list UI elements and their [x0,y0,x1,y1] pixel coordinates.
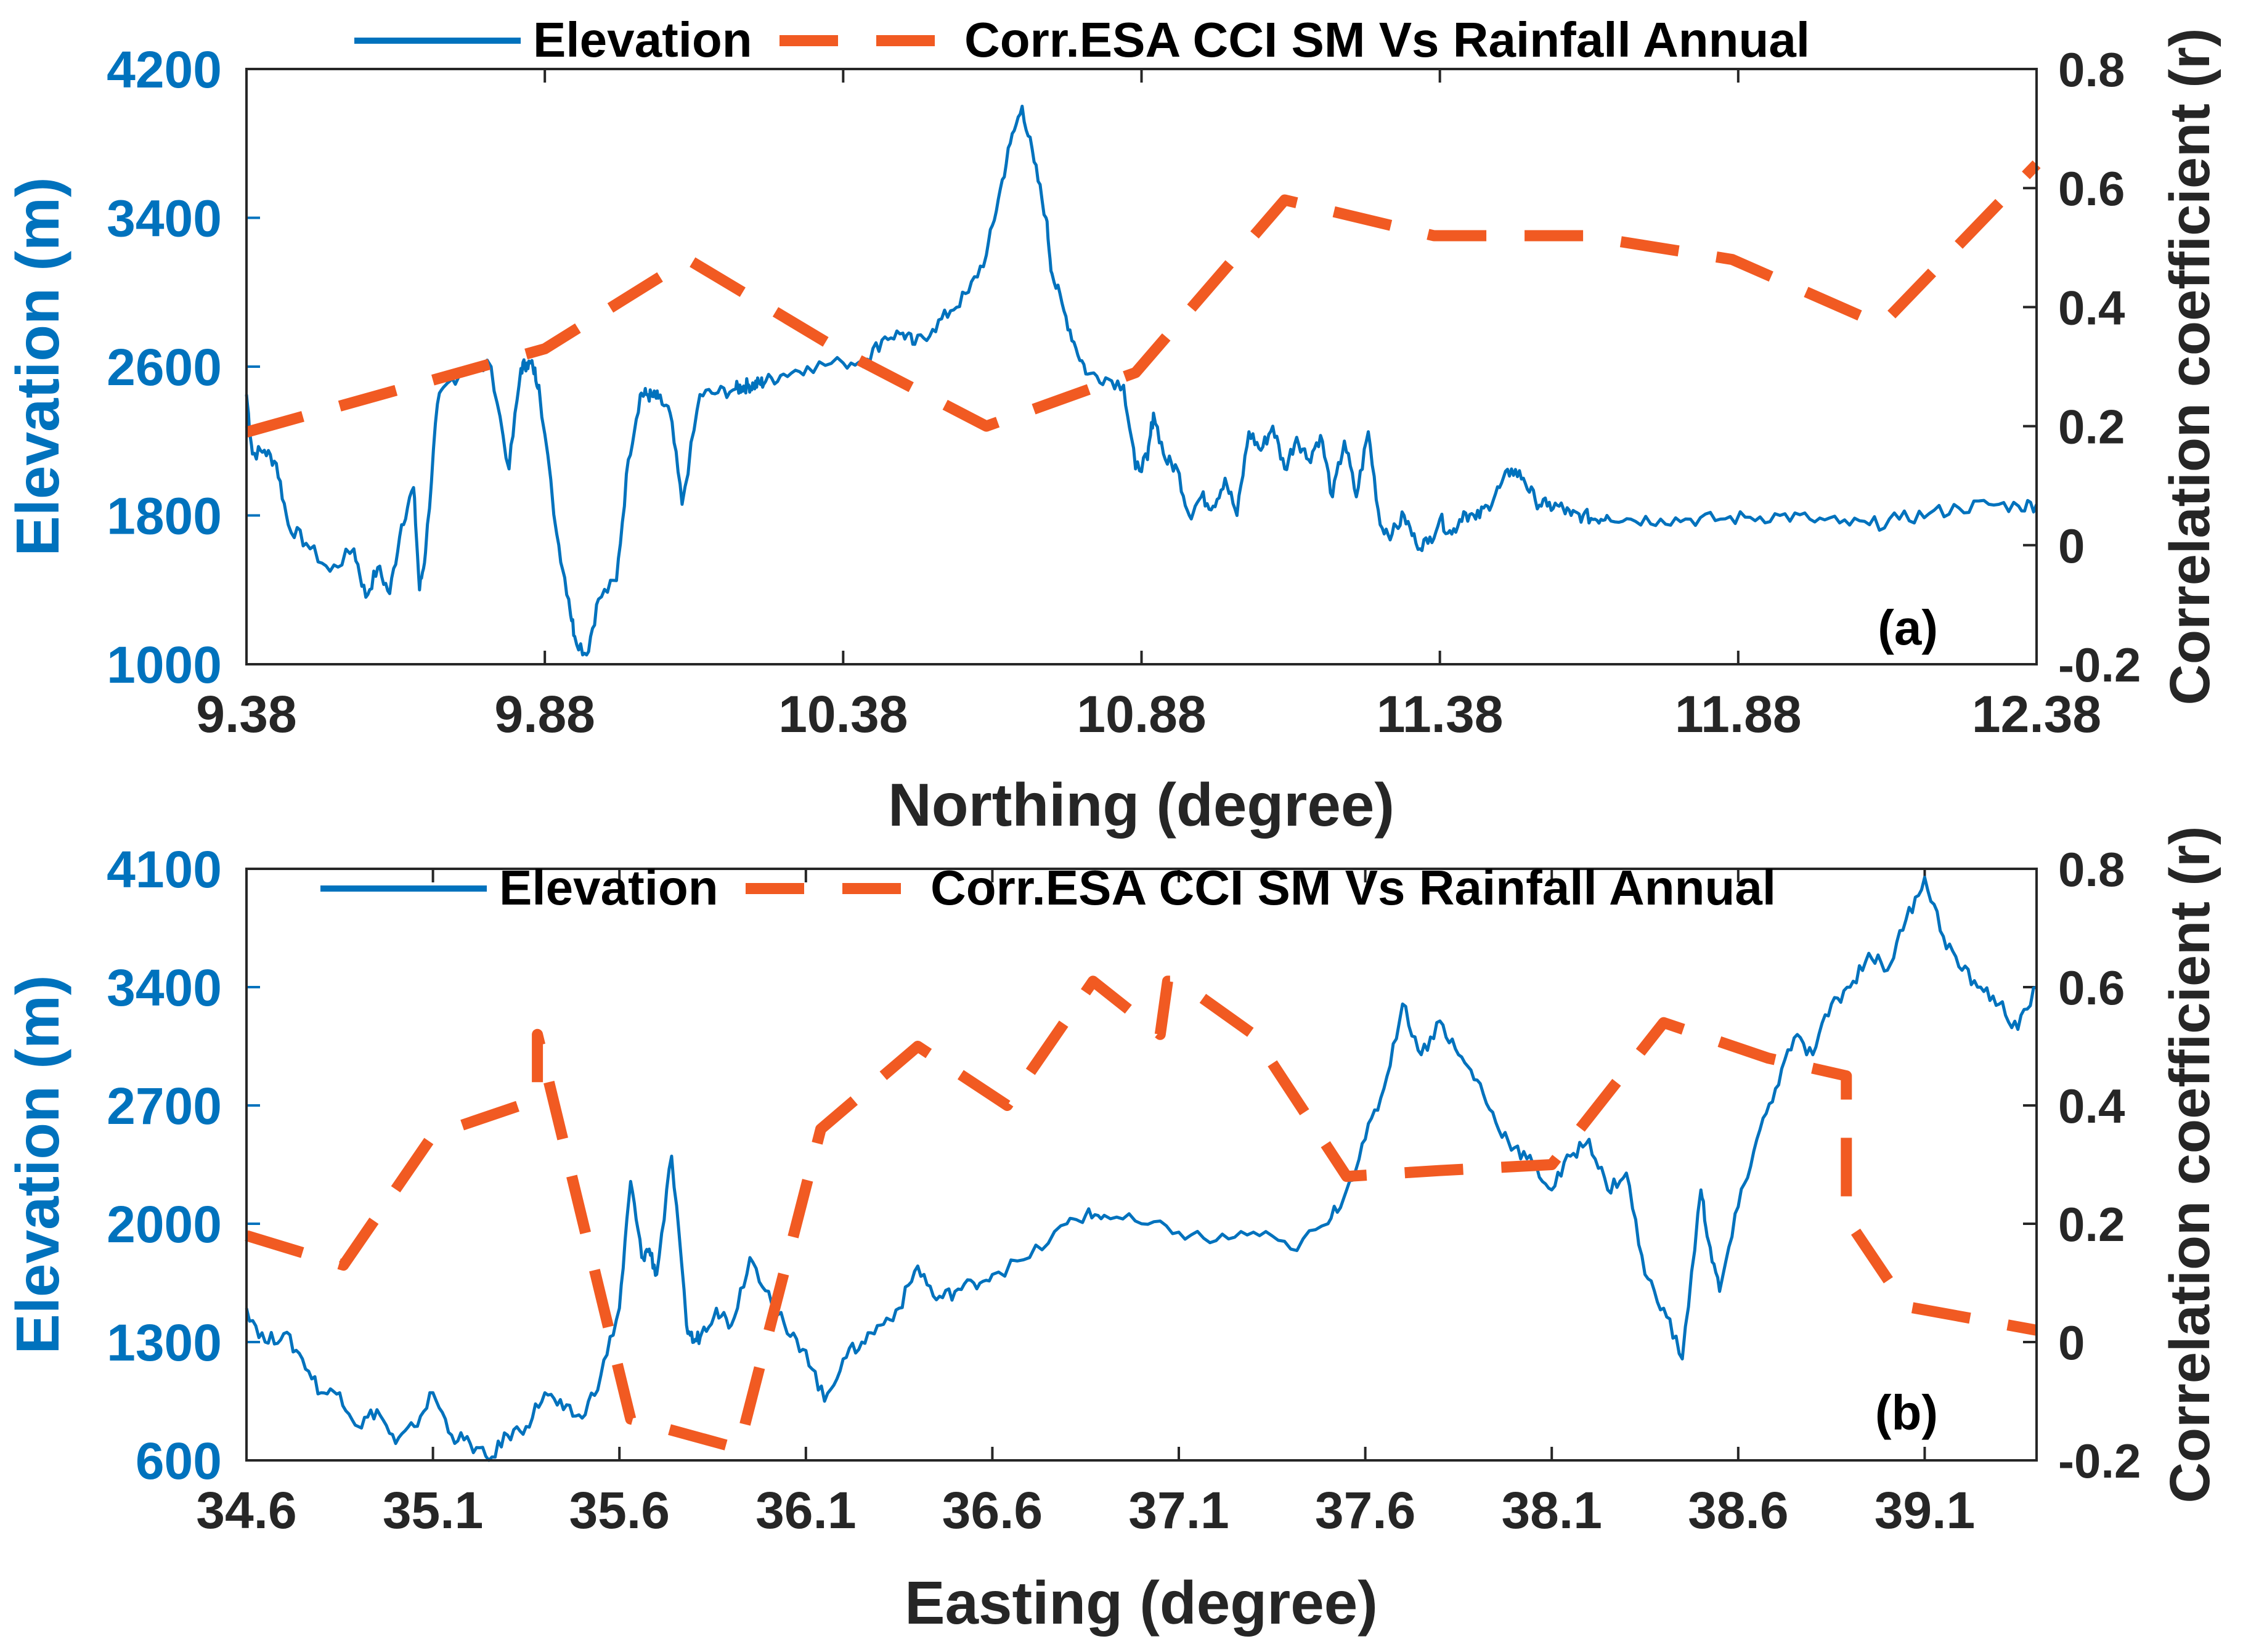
panel-b-frame [245,868,2038,1462]
panel-b-y2-tick-label: -0.2 [2058,1434,2141,1488]
panel-b-x-tick-label: 36.1 [755,1481,857,1539]
panel-a-y-tick-label: 1000 [107,636,222,694]
panel-b-y2-tick-label: 0.8 [2058,842,2125,897]
panel-b-y-tick-label: 3400 [107,959,222,1017]
panel-a-x-tick-label: 11.38 [1377,685,1504,743]
panel-b-x-tick-label: 35.1 [383,1481,484,1539]
panel-a-legend-correlation-label: Corr.ESA CCI SM Vs Rainfall Annual [964,12,1810,67]
panel-b-x-tick-label: 39.1 [1875,1481,1976,1539]
panel-a-y2-tick-label: 0.6 [2058,161,2125,216]
panel-a-axes: 9.38 9.88 10.38 10.88 11.38 11.88 12.38 1000 180… [107,41,2141,743]
panel-b-axes: 34.6 35.1 35.6 36.1 36.6 37.1 37.6 38.1 38.6 39.1… [107,840,2141,1539]
panel-b-y-tick-label: 1300 [107,1314,222,1372]
panel-b-y2-tick-label: 0.4 [2058,1079,2125,1133]
panel-b-y-tick-label: 2700 [107,1077,222,1135]
panel-b-chart: 34.6 35.1 35.6 36.1 36.6 37.1 37.6 38.1 38.6 39.1… [4,826,2221,1637]
panel-b-y-axis-title: Elevation (m) [4,975,71,1354]
panel-b-x-tick-label: 38.6 [1688,1481,1789,1539]
panel-b-y-tick-label: 600 [136,1432,222,1490]
panel-b-y-tick-label: 2000 [107,1195,222,1253]
panel-a-y-tick-label: 1800 [107,487,222,545]
panel-a-legend: Elevation Corr.ESA CCI SM Vs Rainfall An… [354,12,1810,67]
panel-a-elevation-line [245,104,2038,657]
panel-a-y-tick-label: 3400 [107,190,222,248]
panel-a-y2-tick-label: 0.2 [2058,400,2125,454]
panel-b-x-tick-label: 38.1 [1501,1481,1602,1539]
panel-b-x-tick-label: 35.6 [569,1481,670,1539]
panel-a-x-tick-label: 9.88 [494,685,595,743]
panel-b-elevation-line [245,876,2037,1462]
panel-b-x-tick-label: 37.1 [1128,1481,1229,1539]
panel-a-x-tick-label: 10.38 [778,685,908,743]
panel-b-legend-correlation-label: Corr.ESA CCI SM Vs Rainfall Annual [930,860,1776,915]
panel-b-legend: Elevation Corr.ESA CCI SM Vs Rainfall An… [320,860,1776,915]
panel-b-legend-elevation-label: Elevation [499,860,718,915]
panel-a-x-tick-label: 12.38 [1972,685,2101,743]
panel-a-y-tick-label: 2600 [107,338,222,396]
panel-a-x-tick-label: 9.38 [196,685,297,743]
panel-a-y2-tick-label: 0.8 [2058,43,2125,97]
panel-a-correlation-line [245,160,2041,437]
panel-a-frame [245,68,2038,665]
panel-b-correlation-line [245,975,2038,1454]
panel-b-x-axis-title: Easting (degree) [905,1569,1378,1637]
panel-a-y2-tick-label: 0.4 [2058,280,2125,335]
panel-a-x-axis-title: Northing (degree) [888,771,1394,839]
panel-b-x-tick-label: 36.6 [942,1481,1043,1539]
panel-a-y2-axis-title: Correlation coefficient (r) [2159,28,2221,705]
panel-a-x-tick-label: 11.88 [1675,685,1802,743]
panel-b-y2-tick-label: 0.6 [2058,961,2125,1015]
panel-b-x-tick-label: 37.6 [1315,1481,1416,1539]
panel-b-y2-tick-label: 0.2 [2058,1197,2125,1251]
panel-a-y2-tick-label: -0.2 [2058,638,2141,692]
panel-b-y-tick-label: 4100 [107,840,222,898]
panel-a-legend-elevation-label: Elevation [533,12,752,67]
panel-b-label: (b) [1875,1385,1938,1440]
panel-a-chart: 9.38 9.88 10.38 10.88 11.38 11.88 12.38 1000 180… [4,12,2221,839]
panel-a-x-tick-label: 10.88 [1077,685,1206,743]
panel-b-y2-axis-title: Correlation coefficient (r) [2159,826,2221,1503]
panel-a-y-axis-title: Elevation (m) [4,177,71,556]
panel-b-y2-tick-label: 0 [2058,1316,2085,1370]
panel-a-y2-tick-label: 0 [2058,519,2085,573]
panel-b-x-tick-label: 34.6 [196,1481,297,1539]
panel-a-y-tick-label: 4200 [107,41,222,99]
panel-a-label: (a) [1878,600,1938,655]
